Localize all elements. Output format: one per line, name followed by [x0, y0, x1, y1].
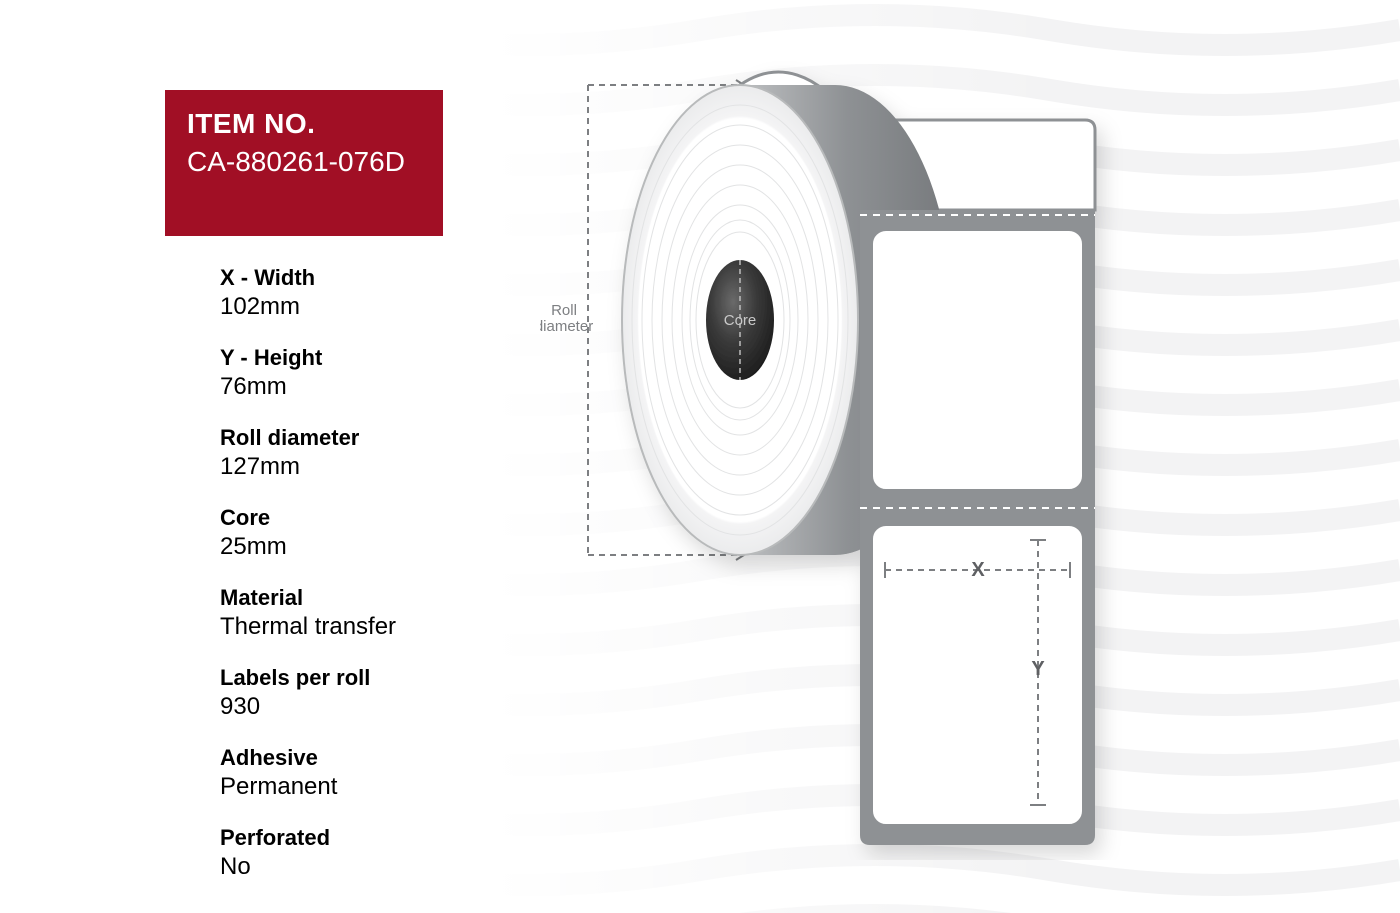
spec-label: Roll diameter [220, 425, 520, 451]
spec-label: Core [220, 505, 520, 531]
x-dimension-label: X [971, 559, 985, 581]
label-roll-diagram: Rolldiameter [540, 60, 1140, 860]
spec-label: X - Width [220, 265, 520, 291]
spec-label: Labels per roll [220, 665, 520, 691]
spec-label: Adhesive [220, 745, 520, 771]
spec-row: Core25mm [220, 505, 520, 561]
spec-value: 25mm [220, 533, 520, 561]
item-number-code: CA-880261-076D [187, 146, 421, 178]
spec-value: Thermal transfer [220, 613, 520, 641]
spec-list: X - Width102mm Y - Height76mm Roll diamete… [220, 265, 520, 905]
spec-row: AdhesivePermanent [220, 745, 520, 801]
spec-value: 102mm [220, 293, 520, 321]
spec-value: Permanent [220, 773, 520, 801]
spec-row: PerforatedNo [220, 825, 520, 881]
y-dimension-label: Y [1031, 658, 1045, 680]
spec-value: 930 [220, 693, 520, 721]
spec-row: MaterialThermal transfer [220, 585, 520, 641]
label-rectangle-upper [872, 230, 1083, 490]
spec-row: Labels per roll930 [220, 665, 520, 721]
spec-value: No [220, 853, 520, 881]
spec-label: Material [220, 585, 520, 611]
item-number-box: ITEM NO. CA-880261-076D [165, 90, 443, 236]
spec-label: Perforated [220, 825, 520, 851]
roll-diameter-label: Rolldiameter [540, 302, 593, 335]
spec-row: X - Width102mm [220, 265, 520, 321]
spec-row: Roll diameter127mm [220, 425, 520, 481]
item-number-title: ITEM NO. [187, 108, 421, 140]
spec-row: Y - Height76mm [220, 345, 520, 401]
spec-value: 76mm [220, 373, 520, 401]
spec-value: 127mm [220, 453, 520, 481]
spec-label: Y - Height [220, 345, 520, 371]
label-strip: X Y [860, 210, 1095, 845]
